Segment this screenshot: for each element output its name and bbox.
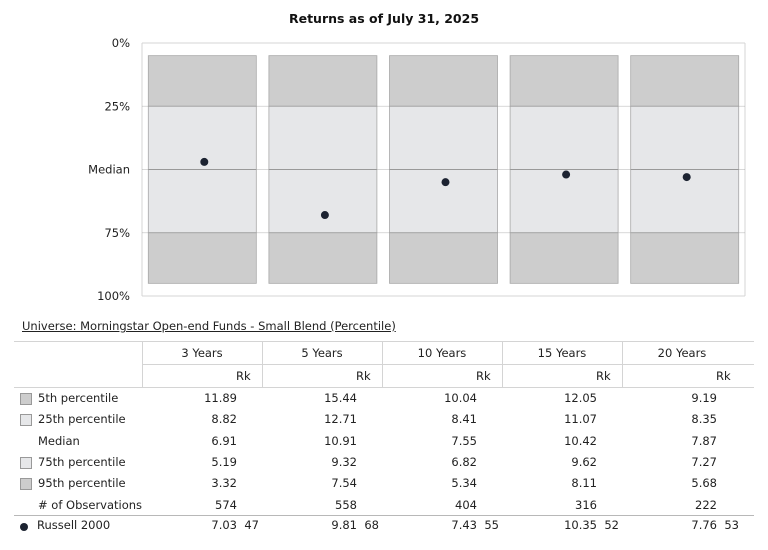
- percentile-band: [268, 55, 378, 107]
- y-tick-label: 100%: [97, 289, 130, 303]
- rank-header: Rk: [596, 369, 611, 383]
- russell-2000-marker: [562, 170, 571, 179]
- rank-header: Rk: [716, 369, 731, 383]
- row-label: 95th percentile: [38, 476, 126, 491]
- row-value: 15.44: [324, 391, 357, 405]
- row-value: 222: [695, 497, 717, 512]
- light-band-swatch: [20, 414, 32, 427]
- row-value: 558: [335, 497, 357, 512]
- dark-band-swatch: [20, 478, 32, 491]
- benchmark-rank: 53: [724, 518, 739, 532]
- row-value: 8.11: [571, 476, 597, 491]
- benchmark-top-line: [14, 515, 754, 516]
- percentile-band: [389, 232, 498, 284]
- percentile-band: [147, 55, 257, 107]
- row-value: 8.41: [451, 412, 477, 427]
- row-value: 404: [455, 497, 477, 512]
- row-label: 25th percentile: [38, 412, 126, 427]
- percentile-band: [268, 232, 378, 284]
- row-value: 5.68: [691, 476, 717, 491]
- row-value: 316: [575, 497, 597, 512]
- rank-header: Rk: [476, 369, 491, 383]
- row-value: 8.82: [211, 412, 237, 427]
- benchmark-value: 7.43: [451, 518, 477, 532]
- row-value: 9.19: [691, 391, 717, 405]
- benchmark-value: 7.03: [211, 518, 237, 532]
- benchmark-rank: 55: [484, 518, 499, 532]
- row-value: 6.82: [451, 454, 477, 469]
- russell-2000-legend-dot: [20, 523, 28, 531]
- column-header: 10 Years: [417, 346, 467, 360]
- percentile-band: [389, 55, 498, 107]
- row-value: 7.54: [331, 476, 357, 491]
- benchmark-value: 7.76: [691, 518, 717, 532]
- y-tick-label: 25%: [104, 99, 130, 113]
- row-label: 5th percentile: [38, 391, 119, 405]
- percentile-band: [509, 232, 619, 284]
- row-value: 10.04: [444, 391, 477, 405]
- dark-band-swatch: [20, 393, 32, 405]
- row-value: 5.19: [211, 454, 237, 469]
- benchmark-rank: 52: [604, 518, 619, 532]
- percentile-band: [147, 232, 257, 284]
- russell-2000-marker: [441, 178, 450, 187]
- column-header: 3 Years: [181, 346, 223, 360]
- column-separator: [382, 341, 383, 387]
- row-value: 7.55: [451, 433, 477, 448]
- row-value: 11.07: [564, 412, 597, 427]
- benchmark-rank: 47: [244, 518, 259, 532]
- table-header-line: [142, 364, 754, 365]
- row-value: 11.89: [204, 391, 237, 405]
- russell-2000-marker: [320, 211, 329, 220]
- row-value: 3.32: [211, 476, 237, 491]
- table-top-line: [14, 341, 754, 342]
- column-separator: [142, 341, 143, 387]
- rank-header: Rk: [236, 369, 251, 383]
- row-value: 8.35: [691, 412, 717, 427]
- russell-2000-marker: [200, 157, 209, 166]
- row-value: 10.91: [324, 433, 357, 448]
- row-value: 5.34: [451, 476, 477, 491]
- row-label: Median: [38, 433, 80, 448]
- row-value: 6.91: [211, 433, 237, 448]
- row-value: 574: [215, 497, 237, 512]
- percentile-band: [509, 55, 619, 107]
- benchmark-value: 9.81: [331, 518, 357, 532]
- column-header: 20 Years: [657, 346, 707, 360]
- column-separator: [262, 341, 263, 387]
- table-subheader-line: [14, 387, 754, 388]
- column-separator: [502, 341, 503, 387]
- y-tick-label: 75%: [104, 226, 130, 240]
- universe-label: Universe: Morningstar Open-end Funds - S…: [22, 319, 396, 333]
- column-header: 5 Years: [301, 346, 343, 360]
- percentile-chart: 0% 25% Median 75% 100%: [88, 36, 746, 303]
- row-value: 9.32: [331, 454, 357, 469]
- column-separator: [622, 341, 623, 387]
- column-header: 15 Years: [537, 346, 587, 360]
- row-label: # of Observations: [38, 497, 143, 512]
- benchmark-label: Russell 2000: [37, 518, 111, 532]
- russell-2000-marker: [682, 173, 691, 182]
- percentile-band: [630, 55, 740, 107]
- benchmark-value: 10.35: [564, 518, 597, 532]
- row-value: 9.62: [571, 454, 597, 469]
- rank-header: Rk: [356, 369, 371, 383]
- row-value: 7.27: [691, 454, 717, 469]
- y-tick-label: 0%: [112, 36, 130, 50]
- row-value: 10.42: [564, 433, 597, 448]
- percentile-band: [630, 232, 740, 284]
- benchmark-rank: 68: [364, 518, 379, 532]
- row-label: 75th percentile: [38, 454, 126, 469]
- row-value: 12.71: [324, 412, 357, 427]
- chart-title: Returns as of July 31, 2025: [288, 11, 480, 26]
- row-value: 7.87: [691, 433, 717, 448]
- row-value: 12.05: [564, 391, 597, 405]
- light-band-swatch: [20, 456, 32, 469]
- y-tick-label: Median: [88, 163, 130, 177]
